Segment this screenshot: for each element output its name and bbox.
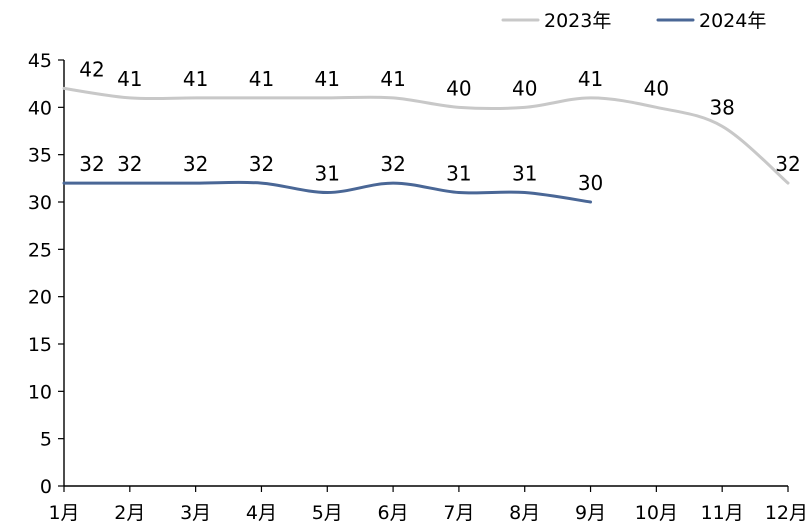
y-tick-label: 5 — [40, 429, 52, 451]
data-label: 41 — [117, 67, 142, 91]
data-label: 40 — [512, 76, 537, 100]
x-tick-label: 4月 — [246, 502, 277, 524]
y-axis-ticks: 0 5 10 15 20 25 30 35 40 45 — [28, 50, 64, 498]
series-line-2024年 — [62, 180, 593, 204]
data-label: 38 — [709, 95, 734, 119]
data-label: 42 — [79, 57, 104, 81]
x-tick-label: 8月 — [509, 502, 540, 524]
legend-label-2023: 2023年 — [544, 10, 611, 32]
x-axis-ticks: 1月 2月 3月 4月 5月 6月 7月 8月 9月 10月 11月 12月 — [48, 486, 808, 524]
data-label: 40 — [446, 76, 471, 100]
data-label: 32 — [79, 152, 104, 176]
y-tick-label: 0 — [40, 476, 52, 498]
y-tick-label: 10 — [28, 381, 52, 403]
data-label: 41 — [380, 67, 405, 91]
y-tick-label: 15 — [28, 334, 52, 356]
x-tick-label: 9月 — [575, 502, 606, 524]
x-tick-label: 1月 — [48, 502, 79, 524]
data-label: 41 — [315, 67, 340, 91]
x-tick-label: 3月 — [180, 502, 211, 524]
x-tick-label: 10月 — [635, 502, 678, 524]
data-label: 32 — [117, 152, 142, 176]
data-label: 31 — [315, 162, 340, 186]
x-tick-label: 6月 — [378, 502, 409, 524]
series-line-2023年 — [62, 86, 790, 185]
x-tick-label: 11月 — [701, 502, 744, 524]
y-tick-label: 20 — [28, 287, 52, 309]
data-labels: 42 41 41 41 41 41 40 40 41 40 38 32 32 32 32 32 31 32 31 31… — [79, 57, 800, 195]
y-tick-label: 30 — [28, 192, 52, 214]
data-label: 32 — [775, 152, 800, 176]
data-label: 31 — [512, 162, 537, 186]
series-group — [62, 86, 790, 204]
y-tick-label: 35 — [28, 145, 52, 167]
x-tick-label: 7月 — [443, 502, 474, 524]
data-label: 41 — [249, 67, 274, 91]
data-label: 41 — [578, 67, 603, 91]
x-tick-label: 5月 — [312, 502, 343, 524]
legend-label-2024: 2024年 — [699, 10, 766, 32]
y-tick-label: 45 — [28, 50, 52, 72]
data-label: 31 — [446, 162, 471, 186]
data-label: 41 — [183, 67, 208, 91]
data-label: 32 — [249, 152, 274, 176]
data-label: 30 — [578, 171, 603, 195]
data-label: 32 — [183, 152, 208, 176]
y-tick-label: 40 — [28, 97, 52, 119]
legend: 2023年 2024年 — [501, 10, 766, 32]
data-label: 40 — [644, 76, 669, 100]
x-tick-label: 2月 — [114, 502, 145, 524]
y-tick-label: 25 — [28, 239, 52, 261]
data-label: 32 — [380, 152, 405, 176]
x-tick-label: 12月 — [765, 502, 808, 524]
